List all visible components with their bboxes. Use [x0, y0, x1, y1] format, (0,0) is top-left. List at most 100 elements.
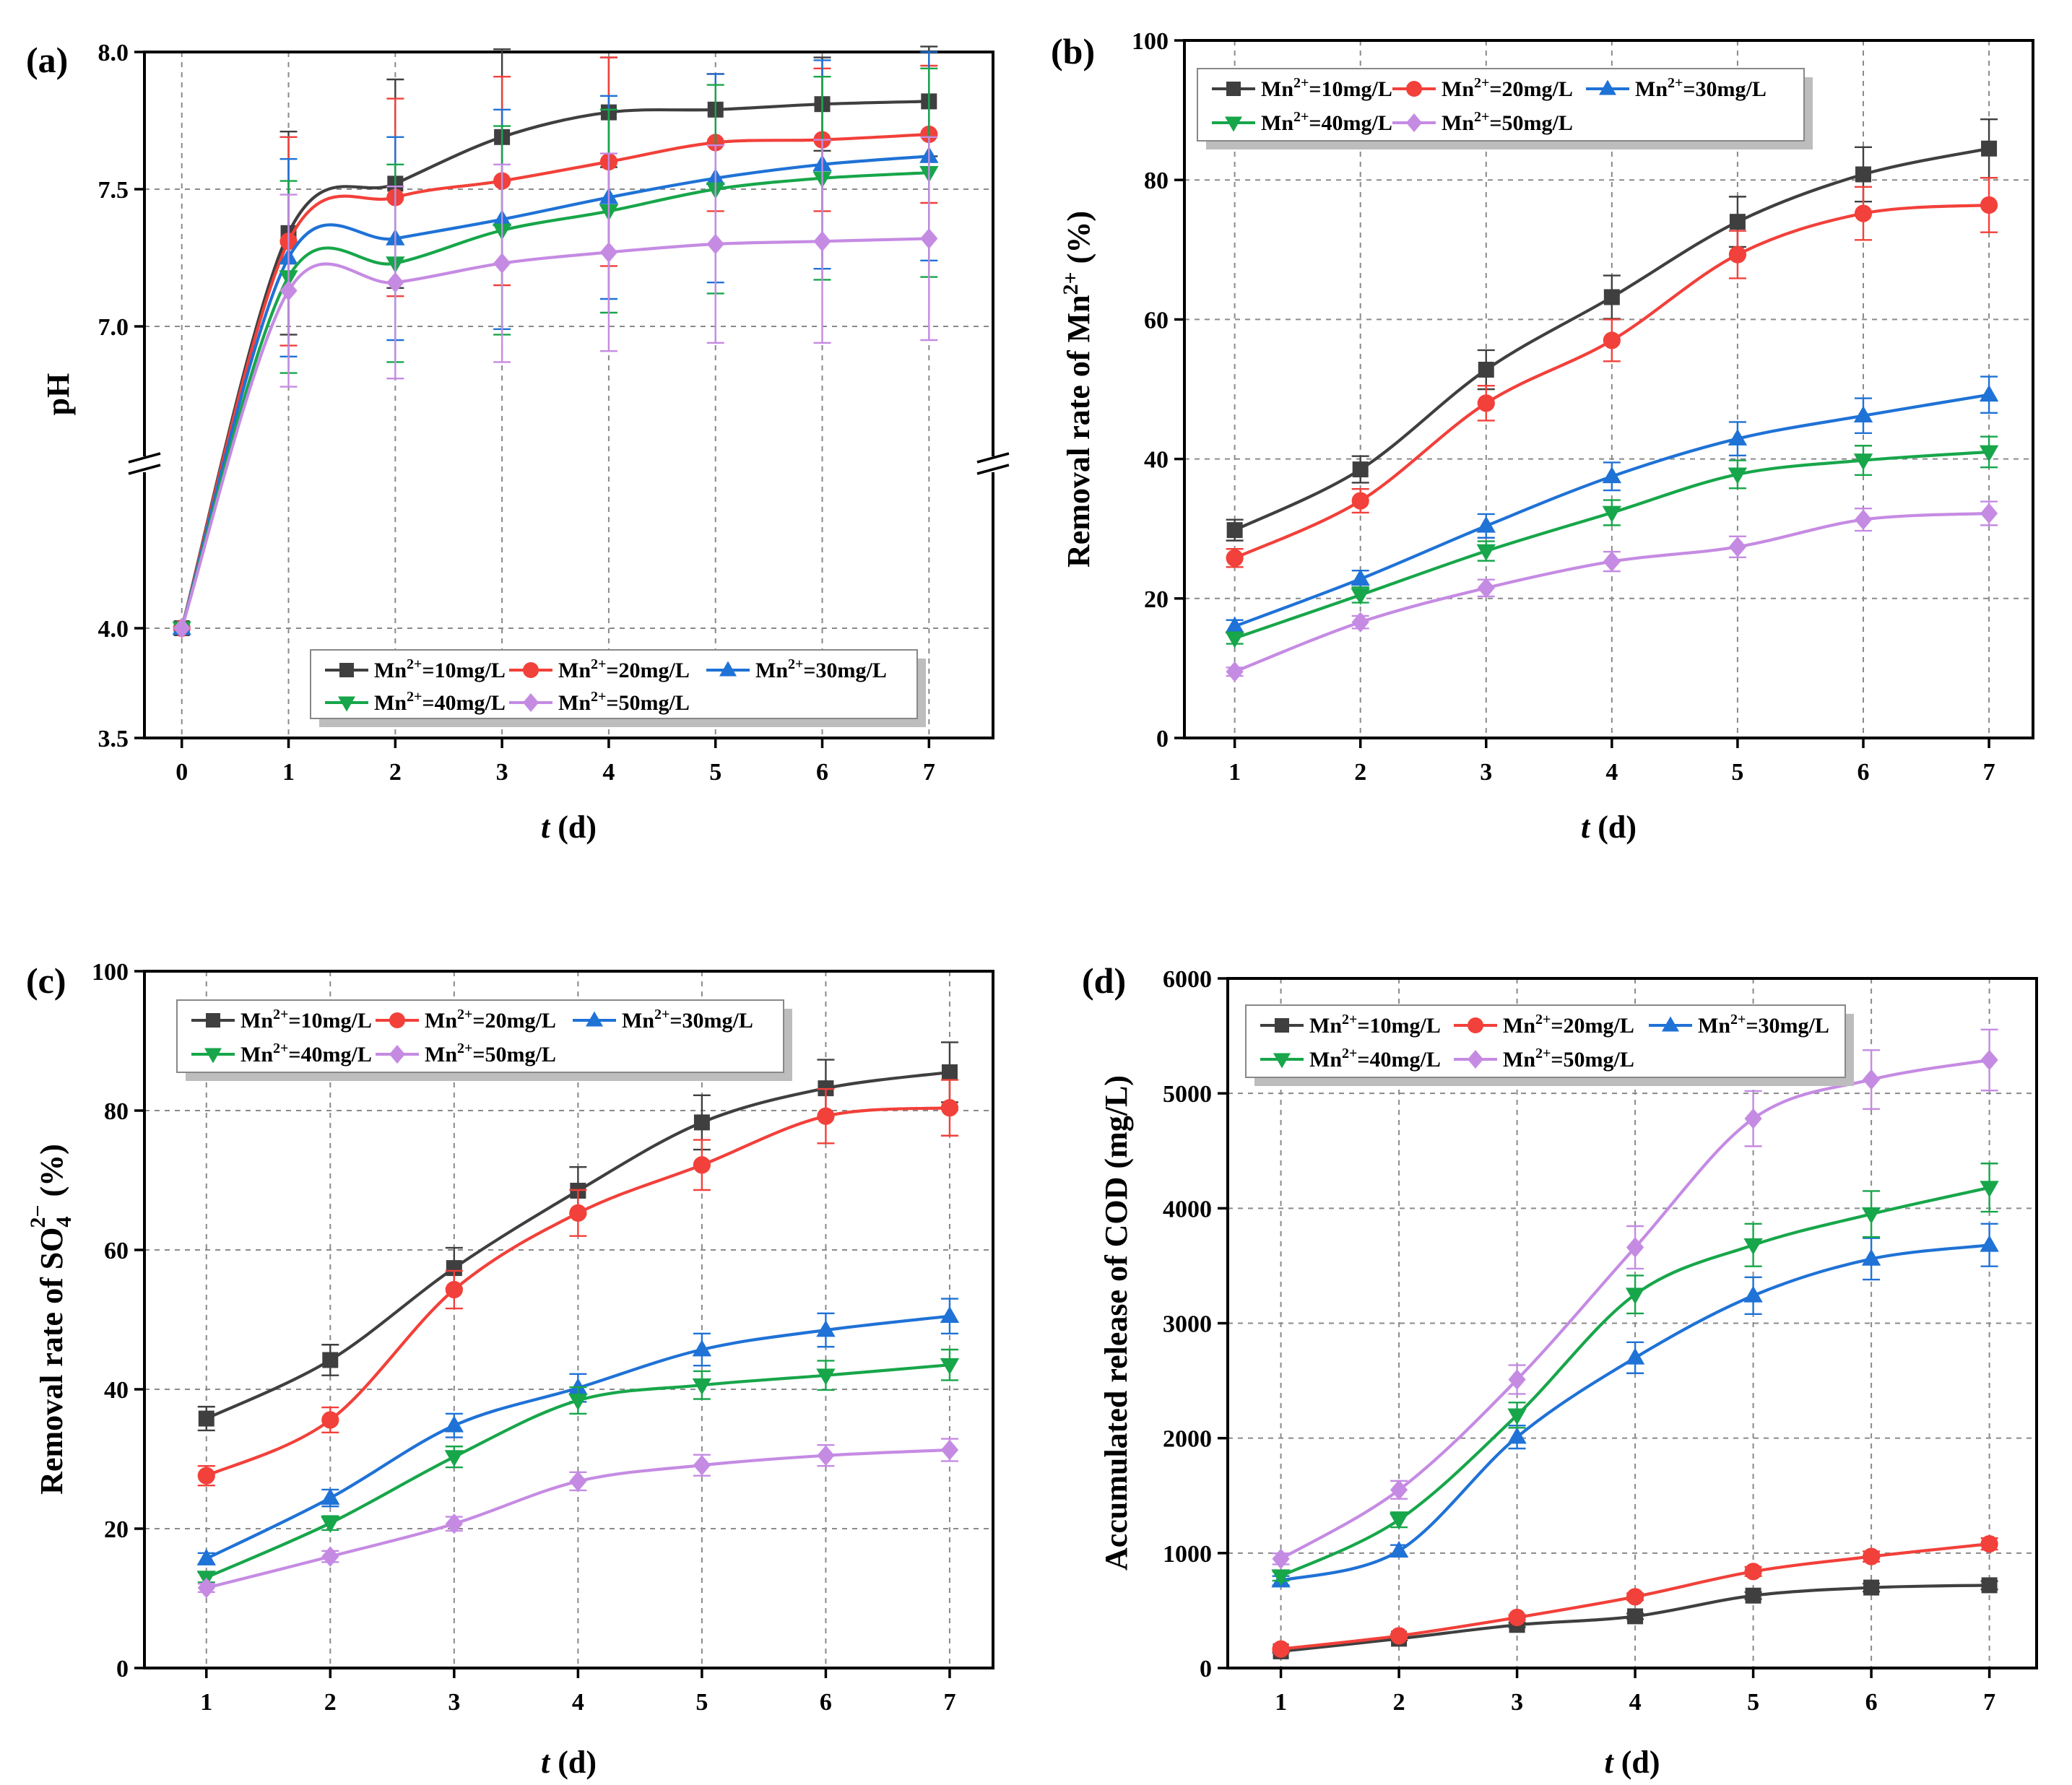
axis-break-mark — [128, 452, 161, 464]
data-point — [940, 1358, 960, 1375]
data-point — [173, 617, 191, 639]
y-axis-title-sup: 2− — [26, 1204, 50, 1228]
data-point — [1507, 1427, 1527, 1444]
data-point — [693, 1156, 711, 1174]
plot-frame — [143, 51, 994, 739]
legend-label-sup: 2+ — [457, 1041, 472, 1056]
legend-label-sup: 2+ — [457, 1007, 472, 1022]
x-axis-title: t (d) — [1604, 1745, 1660, 1780]
legend-item-Mn20: Mn2+=20mg/L — [509, 656, 690, 682]
x-axis-title-var: t — [541, 1745, 551, 1780]
y-axis-title: pH — [40, 373, 76, 416]
legend-marker — [206, 1013, 220, 1028]
x-tick-label: 6 — [1865, 1689, 1878, 1716]
legend-marker — [719, 661, 737, 677]
data-point — [1602, 466, 1622, 484]
legend: Mn2+=10mg/L Mn2+=20mg/L Mn2+=30mg/LMn2+=40… — [1245, 1004, 1854, 1086]
x-tick-label: 7 — [943, 1689, 955, 1716]
data-point — [1728, 467, 1748, 485]
legend-label-sup: 2+ — [591, 689, 606, 705]
y-tick-label: 2000 — [1163, 1426, 1212, 1453]
legend-label-sup: 2+ — [1293, 75, 1309, 91]
plot-frame — [1183, 39, 2034, 739]
data-point — [1743, 1238, 1763, 1256]
legend-box — [1245, 1004, 1846, 1078]
x-tick-label: 1 — [1275, 1689, 1287, 1716]
data-point — [1352, 461, 1369, 478]
legend-label-sup: 2+ — [407, 689, 422, 705]
legend-item-Mn40: Mn2+=40mg/L — [1212, 109, 1392, 135]
x-tick-label: 6 — [820, 1689, 832, 1716]
data-point — [817, 1107, 835, 1125]
axis-break-mark — [128, 464, 161, 475]
data-point — [322, 1352, 339, 1368]
y-axis-title-base: Removal rate of SO — [34, 1228, 69, 1495]
data-point — [816, 1368, 836, 1386]
legend-item-Mn30: Mn2+=30mg/L — [706, 656, 887, 682]
legend-label-rest: =20mg/L — [1551, 1014, 1634, 1038]
data-point — [1743, 1285, 1763, 1303]
legend-label: Mn2+=40mg/L — [374, 689, 506, 715]
legend-label-sup: 2+ — [654, 1007, 669, 1022]
legend-box — [176, 999, 784, 1073]
legend-label-base: Mn — [425, 1009, 457, 1033]
plot-frame — [143, 970, 994, 1669]
legend-label: Mn2+=30mg/L — [755, 656, 887, 682]
data-point — [1980, 1235, 1999, 1252]
data-point — [1980, 196, 1998, 214]
x-tick-label: 7 — [923, 759, 935, 786]
data-point — [197, 1577, 215, 1599]
legend-label-base: Mn — [240, 1043, 273, 1067]
data-point — [1225, 631, 1244, 648]
x-tick-label: 7 — [1983, 1689, 1995, 1716]
data-point — [1272, 1548, 1290, 1570]
y-tick-label: 0 — [1200, 1656, 1212, 1682]
legend-marker — [1273, 1053, 1291, 1069]
x-tick-label: 5 — [1747, 1689, 1759, 1716]
x-tick-label: 5 — [1731, 759, 1743, 786]
legend-label: Mn2+=10mg/L — [1309, 1012, 1441, 1038]
y-tick-label: 100 — [1132, 28, 1169, 55]
legend-marker — [339, 663, 354, 677]
legend-label: Mn2+=20mg/L — [558, 656, 690, 682]
data-point — [568, 1394, 588, 1411]
legend-label: Mn2+=30mg/L — [622, 1007, 753, 1033]
legend-marker — [1275, 1018, 1289, 1033]
y-tick-label: 4000 — [1163, 1196, 1212, 1222]
legend-item-Mn50: Mn2+=50mg/L — [509, 689, 690, 715]
data-point — [1603, 289, 1620, 305]
data-point — [1744, 1563, 1762, 1581]
data-point — [1980, 503, 1998, 524]
legend-label-rest: =30mg/L — [1683, 77, 1766, 101]
legend-label-base: Mn — [1261, 77, 1293, 101]
legend-label-base: Mn — [622, 1009, 654, 1033]
data-point — [1744, 1108, 1762, 1129]
legend-label-base: Mn — [558, 659, 591, 682]
legend-item-Mn10: Mn2+=10mg/L — [1212, 75, 1392, 101]
x-tick-label: 1 — [282, 759, 295, 786]
legend-marker — [204, 1048, 222, 1064]
data-point — [1351, 569, 1370, 586]
data-point — [706, 233, 724, 255]
legend-label: Mn2+=20mg/L — [1442, 75, 1573, 101]
axis-break-mark — [976, 464, 1010, 475]
legend-item-Mn10: Mn2+=10mg/L — [191, 1007, 372, 1033]
data-point — [1981, 1577, 1998, 1594]
data-point — [321, 1516, 340, 1534]
data-point — [1602, 505, 1622, 523]
data-point — [1853, 453, 1873, 471]
legend-label-base: Mn — [1635, 77, 1668, 101]
x-tick-label: 6 — [816, 759, 828, 786]
y-tick-label: 7.5 — [98, 177, 129, 204]
x-axis-title-unit: (d) — [550, 809, 597, 845]
x-tick-label: 4 — [572, 1689, 584, 1716]
legend-box — [1197, 68, 1805, 142]
data-point — [446, 1260, 462, 1277]
data-point — [1728, 246, 1747, 264]
legend-label: Mn2+=40mg/L — [1261, 109, 1392, 135]
legend-label-rest: =40mg/L — [422, 691, 505, 715]
legend-label-rest: =10mg/L — [1309, 77, 1392, 101]
y-axis-title-base: Removal rate of Mn — [1061, 295, 1096, 568]
